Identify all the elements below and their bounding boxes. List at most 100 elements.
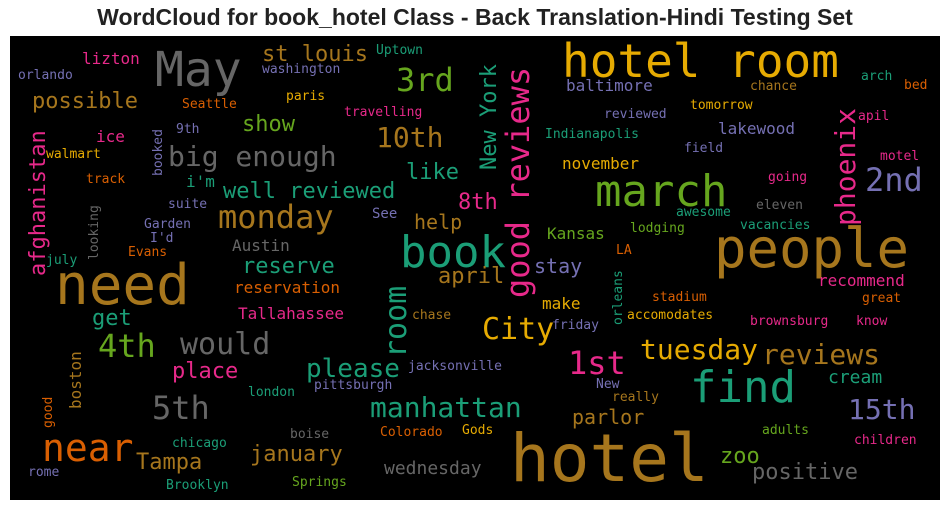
word-garden: Garden [144, 217, 191, 232]
word-big-enough: big enough [168, 140, 337, 173]
word-kansas: Kansas [547, 224, 605, 243]
word-really: really [612, 390, 659, 405]
word-baltimore: baltimore [566, 76, 653, 95]
word-april: april [438, 264, 505, 289]
word-zoo: zoo [720, 444, 760, 469]
word-london: london [248, 385, 295, 400]
word-see: See [372, 206, 398, 222]
word-like: like [406, 160, 459, 185]
word-lodging: lodging [630, 221, 685, 236]
word-well-reviewed: well reviewed [223, 179, 396, 204]
word-looking: looking [87, 205, 102, 260]
word-cloud: hotel need people hotel room May march b… [10, 36, 940, 500]
word-walmart: walmart [46, 147, 101, 162]
word-may: May [155, 42, 242, 98]
word-st-louis: st louis [262, 42, 368, 67]
word-going: going [768, 170, 808, 185]
word-good: good [41, 396, 56, 428]
word-arch: arch [861, 69, 893, 84]
word-gods: Gods [462, 423, 494, 438]
word-paris: paris [286, 89, 326, 104]
word-new: New [596, 377, 620, 392]
word-city: City [482, 312, 555, 347]
word-indianapolis: Indianapolis [545, 127, 639, 142]
word-need: need [55, 253, 190, 318]
word-evans: Evans [128, 245, 168, 260]
word-stadium: stadium [652, 290, 707, 305]
word-im: i'm [186, 172, 215, 191]
word-hotel-room: hotel room [562, 36, 839, 88]
word-9th: 9th [176, 122, 200, 137]
word-travelling: travelling [344, 105, 423, 120]
word-reservation: reservation [234, 278, 340, 297]
word-know: know [856, 314, 888, 329]
word-make: make [542, 294, 581, 313]
word-positive: positive [752, 460, 858, 485]
word-brooklyn: Brooklyn [166, 478, 229, 493]
word-eleven: eleven [756, 198, 803, 213]
word-parlor: parlor [572, 405, 645, 429]
word-tallahassee: Tallahassee [238, 304, 344, 323]
word-hotel: hotel [510, 420, 709, 497]
word-booked: booked [151, 129, 166, 176]
word-vacancies: vacancies [740, 218, 811, 233]
word-awesome: awesome [676, 205, 731, 220]
word-orleans: orleans [611, 270, 626, 325]
word-rome: rome [28, 465, 60, 480]
word-friday: friday [552, 318, 599, 333]
word-january: january [250, 442, 343, 467]
word-15th: 15th [848, 393, 916, 426]
word-la: LA [616, 243, 632, 258]
word-boston: boston [66, 351, 85, 409]
word-brownsburg: brownsburg [750, 314, 829, 329]
word-reviews: reviews [762, 338, 881, 371]
word-field: field [684, 141, 724, 156]
word-pittsburgh: pittsburgh [314, 378, 393, 393]
word-1st: 1st [568, 344, 626, 382]
word-cream: cream [828, 367, 883, 388]
word-march: march [595, 166, 728, 217]
word-adults: adults [762, 423, 809, 438]
word-austin: Austin [232, 236, 290, 255]
word-orlando: orlando [18, 68, 73, 83]
word-would: would [180, 327, 271, 362]
word-track: track [86, 172, 126, 187]
word-10th: 10th [376, 121, 444, 154]
word-november: november [562, 154, 640, 173]
word-tampa: Tampa [136, 450, 203, 475]
word-wednesday: wednesday [384, 458, 482, 479]
word-reviewed: reviewed [604, 107, 667, 122]
word-chase: chase [412, 308, 452, 323]
word-chicago: chicago [172, 436, 227, 451]
word-motel: motel [880, 149, 920, 164]
word-new-york: New York [477, 64, 502, 170]
word-boise: boise [290, 427, 330, 442]
word-tuesday: tuesday [640, 333, 759, 366]
word-reserve: reserve [242, 254, 335, 279]
word-apil: apil [858, 109, 890, 124]
word-phoenix: phoenix [829, 107, 862, 226]
word-seattle: Seattle [182, 97, 237, 112]
word-springs: Springs [292, 475, 347, 490]
word-book: book [400, 227, 506, 278]
word-tomorrow: tomorrow [690, 98, 753, 113]
word-manhattan: manhattan [370, 391, 522, 424]
word-people: people [714, 217, 910, 280]
word-bed: bed [904, 78, 928, 93]
word-4th: 4th [98, 327, 156, 365]
word-accomodates: accomodates [627, 308, 714, 323]
word-jacksonville: jacksonville [408, 359, 502, 374]
word-show: show [242, 112, 295, 137]
word-children: children [854, 433, 917, 448]
word-3rd: 3rd [396, 61, 454, 99]
word-near: near [42, 426, 134, 470]
word-great: great [862, 291, 902, 306]
word-please: please [306, 354, 400, 384]
word-colorado: Colorado [380, 425, 443, 440]
word-chance: chance [750, 79, 797, 94]
word-monday: monday [218, 198, 334, 236]
page-title: WordCloud for book_hotel Class - Back Tr… [97, 4, 853, 30]
word-help: help [414, 210, 463, 234]
word-5th: 5th [152, 389, 210, 427]
word-ice: ice [96, 127, 125, 146]
